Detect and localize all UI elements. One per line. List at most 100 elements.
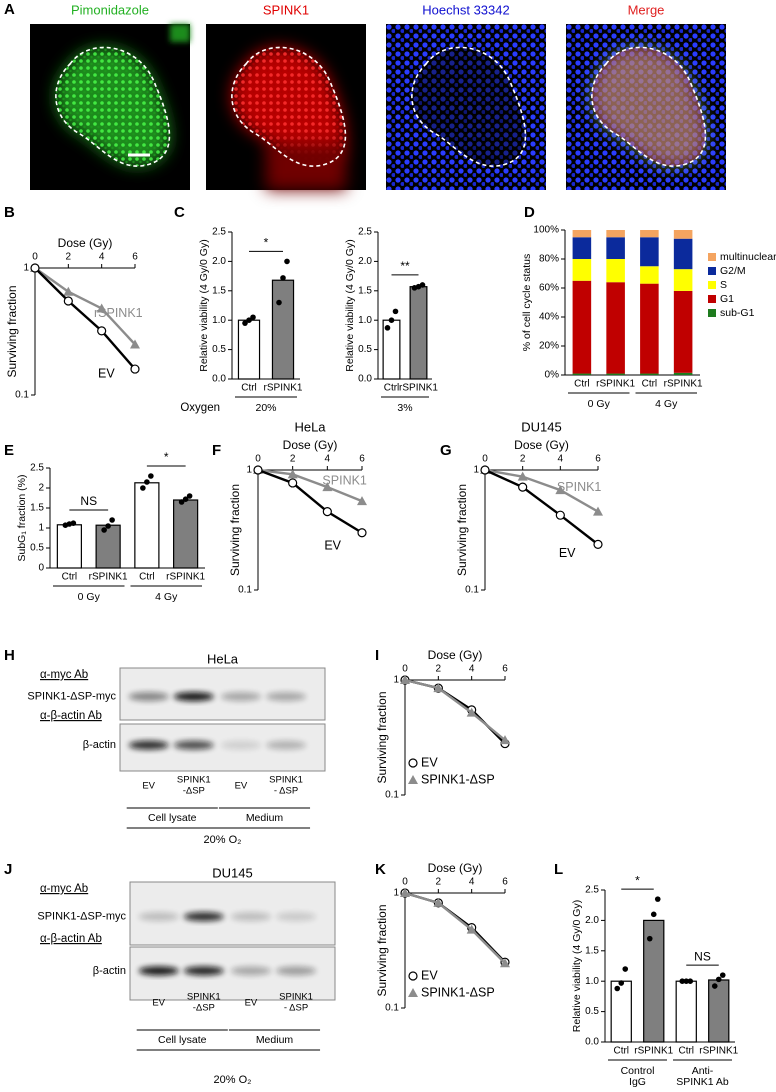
- y-tick-label: 0.1: [15, 390, 29, 401]
- x-tick-label: Ctrl: [574, 379, 590, 390]
- stain: [55, 47, 170, 167]
- data-point: [392, 308, 399, 315]
- fraction-label: Medium: [246, 812, 284, 824]
- bar: [409, 286, 428, 380]
- lane-label: SPINK1: [269, 775, 303, 786]
- bar-segment: [673, 230, 693, 239]
- data-point: [280, 275, 286, 281]
- x-tick-label: 4: [469, 877, 475, 888]
- bar: [237, 319, 261, 380]
- x-tick-label: 6: [502, 664, 508, 675]
- marker: [97, 326, 107, 336]
- y-axis-label: Surviving fraction: [455, 484, 469, 576]
- marker: [433, 897, 444, 907]
- series-label: SPINK1: [557, 480, 602, 494]
- x-tick-label: 0: [402, 877, 408, 888]
- micrograph: [206, 24, 366, 190]
- x-tick-label: 0: [402, 664, 408, 675]
- y-tick-label: 40%: [539, 312, 559, 323]
- marker: [96, 303, 107, 313]
- marker: [500, 958, 510, 968]
- band-label: β-actin: [93, 965, 126, 977]
- significance-label: NS: [694, 949, 711, 963]
- y-tick-label: 0.0: [585, 1037, 599, 1048]
- data-point: [284, 258, 290, 265]
- legend-label: sub-G1: [720, 307, 755, 319]
- data-point: [242, 320, 248, 326]
- bar-segment: [673, 238, 693, 270]
- x-tick-label: 4: [99, 252, 105, 263]
- group-label: 3%: [397, 402, 412, 414]
- x-tick-label: Ctrl: [642, 379, 658, 390]
- panel-letter: B: [4, 204, 15, 221]
- lane-label: SPINK1: [187, 992, 221, 1003]
- image-title: Pimonidazole: [71, 2, 149, 17]
- stain: [386, 24, 546, 190]
- panel-letter: H: [4, 647, 15, 664]
- marker: [555, 510, 565, 520]
- x-axis-label: Dose (Gy): [428, 861, 483, 875]
- y-tick-label: 2.0: [358, 256, 372, 267]
- series-line: [404, 678, 506, 745]
- marker: [593, 506, 603, 516]
- y-tick-label: 2.0: [212, 256, 226, 267]
- panel-letter: L: [554, 861, 563, 878]
- series-line: [257, 468, 363, 534]
- bar-segment: [640, 373, 659, 375]
- marker: [130, 364, 140, 374]
- y-tick-label: 1.5: [212, 285, 226, 296]
- y-tick-label: 1.5: [358, 285, 372, 296]
- panel-letter: F: [212, 442, 221, 459]
- y-tick-label: 0.0: [358, 374, 372, 385]
- y-tick-label: 1.5: [30, 503, 44, 514]
- antibody-label: α-β-actin Ab: [40, 933, 102, 945]
- x-tick-label: rSPINK1: [399, 383, 438, 394]
- band-label: β-actin: [83, 739, 116, 751]
- series-line: [404, 678, 506, 742]
- series-label: EV: [559, 546, 576, 560]
- legend-label: G2/M: [720, 265, 746, 277]
- condition-label: 20% O₂: [204, 834, 242, 846]
- y-tick-label: 0.1: [465, 585, 479, 596]
- marker: [400, 888, 410, 897]
- micrograph: [30, 24, 190, 190]
- series-label: SPINK1: [322, 473, 367, 487]
- legend-swatch: [708, 253, 716, 261]
- group-label: Anti-: [692, 1065, 714, 1077]
- bar-segment: [606, 230, 625, 238]
- group-label: 20%: [255, 402, 276, 414]
- bar: [708, 979, 730, 1043]
- lane-label: - ΔSP: [274, 786, 298, 797]
- x-tick-label: Ctrl: [139, 572, 155, 583]
- data-point: [419, 282, 426, 288]
- marker: [322, 507, 332, 517]
- x-tick-label: 2: [290, 454, 296, 465]
- significance-label: *: [264, 236, 269, 250]
- blot-band: [173, 740, 214, 750]
- x-tick-label: rSPINK1: [634, 1046, 673, 1057]
- blot-band: [220, 692, 261, 702]
- x-axis-label: Dose (Gy): [514, 438, 569, 452]
- bar: [271, 279, 295, 380]
- blot-band: [138, 912, 179, 922]
- x-tick-label: Ctrl: [678, 1046, 694, 1057]
- significance-label: NS: [80, 494, 97, 508]
- x-tick-label: 4: [325, 454, 331, 465]
- stain: [591, 47, 706, 167]
- data-point: [186, 493, 193, 499]
- series-line: [404, 891, 506, 964]
- marker: [555, 485, 566, 495]
- y-tick-label: 0.5: [30, 543, 44, 554]
- y-tick-label: 1: [246, 465, 252, 476]
- data-point: [140, 485, 146, 491]
- bar-segment: [640, 230, 659, 238]
- bar: [56, 524, 82, 569]
- x-tick-label: 4: [469, 664, 475, 675]
- blot-band: [276, 912, 317, 922]
- legend-swatch: [708, 281, 716, 289]
- panel-letter: J: [4, 861, 12, 878]
- fraction-label: Medium: [256, 1034, 294, 1046]
- x-tick-label: rSPINK1: [166, 572, 205, 583]
- data-point: [654, 896, 661, 902]
- legend-label: SPINK1-ΔSP: [421, 985, 495, 999]
